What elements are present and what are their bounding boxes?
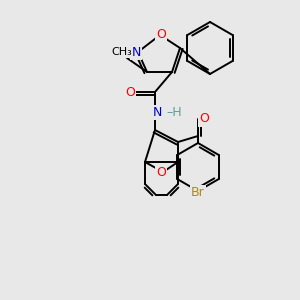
- Text: N: N: [131, 46, 141, 59]
- Text: –H: –H: [166, 106, 182, 119]
- Text: O: O: [156, 28, 166, 41]
- Text: O: O: [199, 112, 209, 125]
- Text: O: O: [125, 85, 135, 98]
- Text: N: N: [152, 106, 162, 118]
- Text: O: O: [156, 166, 166, 178]
- Text: Br: Br: [191, 185, 205, 199]
- Text: CH₃: CH₃: [112, 47, 132, 57]
